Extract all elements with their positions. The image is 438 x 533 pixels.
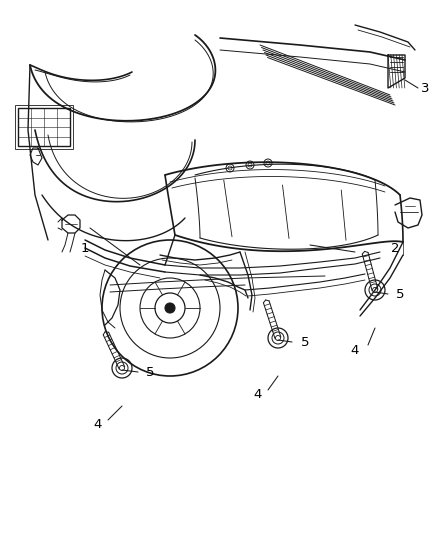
Text: 1: 1: [81, 241, 89, 254]
Text: 2: 2: [390, 241, 398, 254]
Text: 3: 3: [420, 82, 428, 94]
Text: 4: 4: [350, 343, 358, 357]
Text: 5: 5: [145, 366, 154, 378]
Text: 5: 5: [300, 335, 308, 349]
Circle shape: [165, 303, 175, 313]
Bar: [15, 105, 73, 149]
Text: 4: 4: [253, 389, 261, 401]
Bar: [18, 108, 70, 146]
Text: 4: 4: [94, 418, 102, 432]
Text: 5: 5: [395, 287, 403, 301]
